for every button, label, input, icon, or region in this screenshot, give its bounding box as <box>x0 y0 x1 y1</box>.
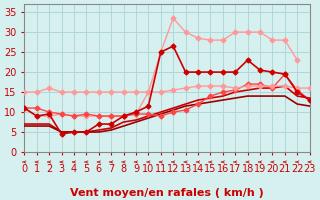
X-axis label: Vent moyen/en rafales ( km/h ): Vent moyen/en rafales ( km/h ) <box>70 188 264 198</box>
